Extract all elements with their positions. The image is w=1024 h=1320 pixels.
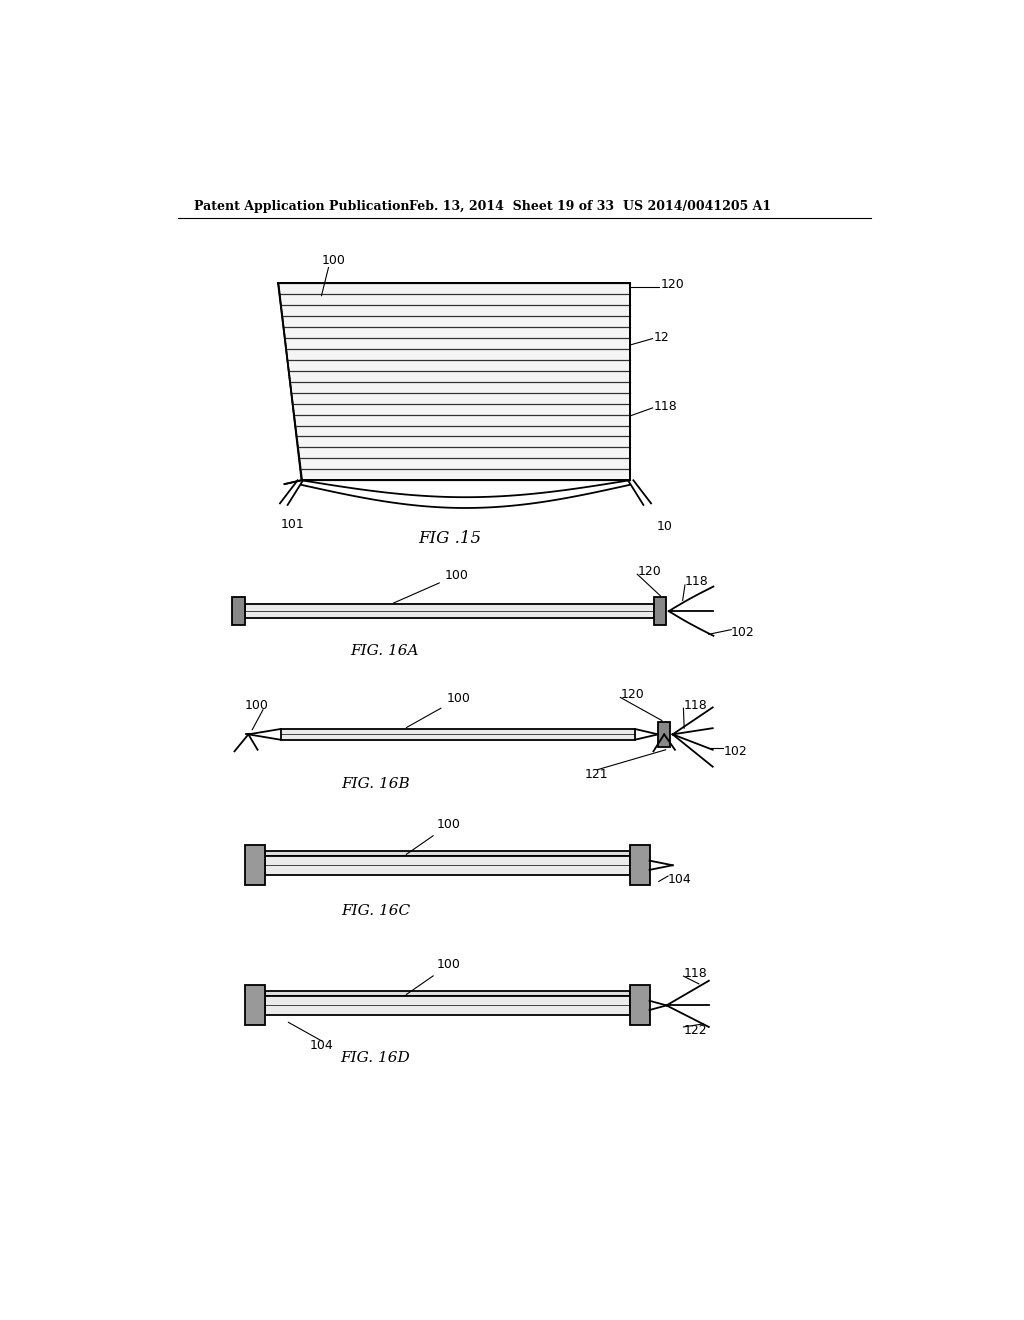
Text: 118: 118: [683, 966, 708, 979]
Text: 100: 100: [245, 698, 268, 711]
Text: 102: 102: [724, 744, 748, 758]
Text: FIG. 16B: FIG. 16B: [341, 777, 410, 792]
Polygon shape: [265, 850, 630, 857]
Text: FIG. 16D: FIG. 16D: [341, 1051, 411, 1065]
Text: 101: 101: [281, 519, 304, 532]
Polygon shape: [654, 598, 667, 626]
Text: 118: 118: [654, 400, 678, 413]
Text: 100: 100: [322, 253, 345, 267]
Text: 120: 120: [621, 688, 644, 701]
Text: FIG. 16A: FIG. 16A: [350, 644, 419, 659]
Polygon shape: [245, 605, 654, 618]
Polygon shape: [265, 997, 630, 1015]
Text: 120: 120: [660, 279, 684, 292]
Text: 12: 12: [654, 330, 670, 343]
Polygon shape: [265, 991, 630, 997]
Polygon shape: [232, 598, 245, 626]
Text: 100: 100: [407, 818, 461, 854]
Text: 122: 122: [683, 1023, 707, 1036]
Text: 104: 104: [668, 873, 692, 886]
Text: 121: 121: [585, 768, 608, 781]
Text: FIG. 16C: FIG. 16C: [341, 904, 410, 919]
Polygon shape: [246, 845, 265, 886]
Polygon shape: [630, 985, 649, 1026]
Text: 100: 100: [407, 958, 461, 994]
Text: 100: 100: [407, 692, 470, 727]
Text: 10: 10: [656, 520, 673, 533]
Text: US 2014/0041205 A1: US 2014/0041205 A1: [624, 199, 771, 213]
Text: 102: 102: [731, 626, 755, 639]
Text: 118: 118: [685, 576, 709, 589]
Polygon shape: [630, 845, 649, 886]
Polygon shape: [281, 729, 635, 739]
Polygon shape: [265, 857, 630, 875]
Polygon shape: [246, 985, 265, 1026]
Text: Patent Application Publication: Patent Application Publication: [194, 199, 410, 213]
Text: FIG .15: FIG .15: [419, 531, 481, 548]
Polygon shape: [658, 722, 671, 747]
Text: Feb. 13, 2014  Sheet 19 of 33: Feb. 13, 2014 Sheet 19 of 33: [410, 199, 614, 213]
Text: 118: 118: [683, 698, 708, 711]
Text: 104: 104: [309, 1039, 334, 1052]
Text: 120: 120: [637, 565, 660, 578]
Polygon shape: [279, 284, 630, 480]
Text: 100: 100: [393, 569, 469, 603]
